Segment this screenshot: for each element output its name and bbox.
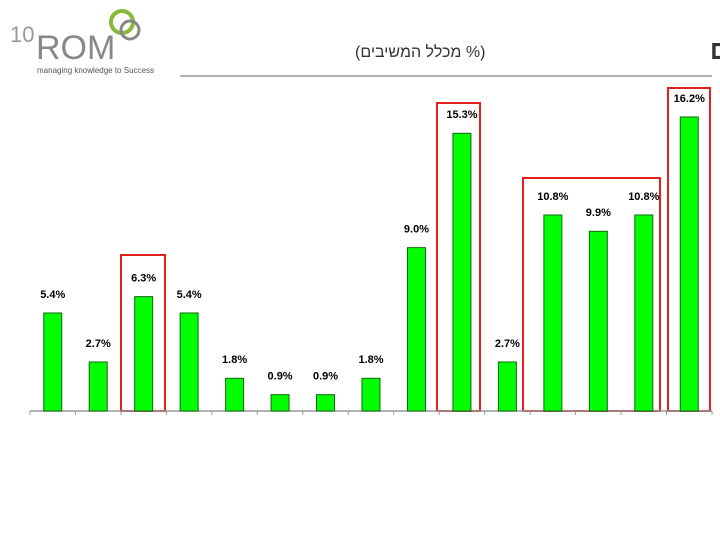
chart-title: חלוקת הארגונים למגזרים [710, 35, 720, 65]
bar [225, 377, 245, 412]
value-label: 2.7% [86, 338, 111, 350]
value-label: 0.9% [268, 371, 293, 383]
value-label: 10.8% [628, 191, 659, 203]
bar [634, 214, 654, 412]
bar [679, 116, 699, 412]
bar [543, 214, 563, 412]
chart-subtitle: (% מכלל המשיבים) [355, 43, 485, 61]
value-label: 16.2% [674, 93, 705, 105]
value-label: 5.4% [40, 289, 65, 301]
logo-tagline: managing knowledge to Success [37, 66, 154, 75]
bar [270, 394, 290, 412]
value-label: 15.3% [446, 109, 477, 121]
bar [43, 312, 63, 412]
logo: 10 ROM managing knowledge to Success [10, 9, 154, 75]
bar [497, 361, 517, 412]
value-label: 9.9% [586, 207, 611, 219]
value-label: 1.8% [358, 354, 383, 366]
logo-number: 10 [10, 22, 34, 47]
bar [316, 394, 336, 412]
bar [88, 361, 108, 412]
value-label: 0.9% [313, 371, 338, 383]
value-label: 6.3% [131, 273, 156, 285]
bar [179, 312, 199, 412]
bar [361, 377, 381, 412]
logo-ring [119, 19, 141, 41]
value-label: 5.4% [177, 289, 202, 301]
bar [588, 230, 608, 412]
value-label: 2.7% [495, 338, 520, 350]
value-label: 1.8% [222, 354, 247, 366]
value-label: 9.0% [404, 224, 429, 236]
bar [452, 132, 472, 412]
logo-name: ROM [36, 29, 115, 67]
bar [134, 296, 154, 412]
bar [406, 247, 426, 412]
value-label: 10.8% [537, 191, 568, 203]
